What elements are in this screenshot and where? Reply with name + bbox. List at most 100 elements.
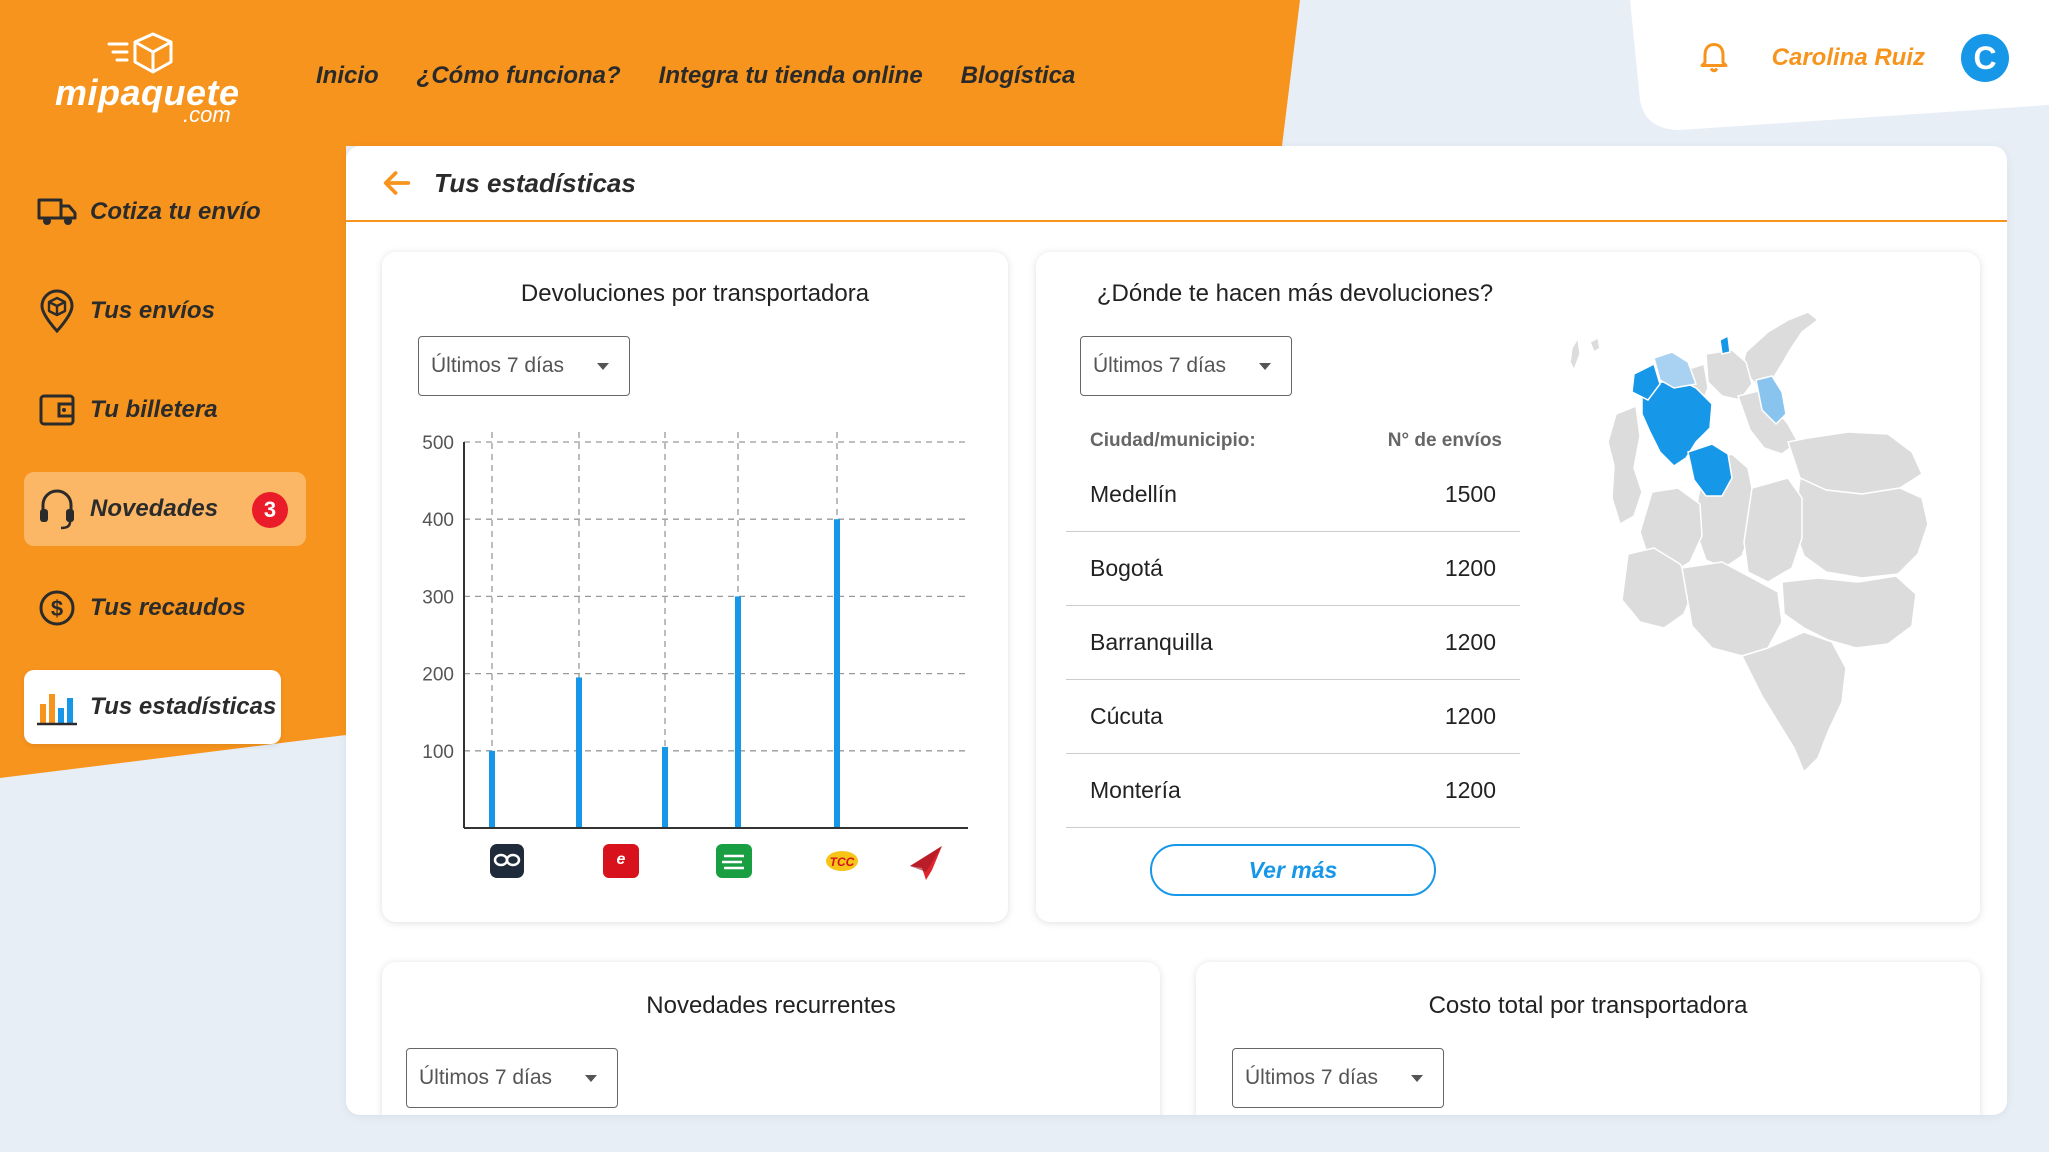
- carrier-logo-tcc-icon: TCC: [826, 851, 858, 871]
- panel-title: Devoluciones por transportadora: [520, 280, 870, 307]
- sidebar-item-novedades[interactable]: Novedades 3: [24, 472, 306, 546]
- sidebar: Cotiza tu envío Tus envíos Tu billetera …: [24, 175, 306, 769]
- map-region-cundinamarca: [1687, 443, 1733, 497]
- colombia-map: [1569, 311, 1929, 773]
- top-nav: Inicio ¿Cómo funciona? Integra tu tienda…: [316, 62, 1075, 90]
- city-name: Medellín: [1090, 481, 1177, 507]
- wallet-icon: [36, 389, 78, 431]
- city-count: 1200: [1444, 777, 1496, 803]
- y-tick-label: 500: [422, 433, 454, 454]
- map-region-choco: [1607, 405, 1643, 525]
- avatar[interactable]: C: [1961, 34, 2009, 82]
- back-arrow-icon[interactable]: [380, 166, 414, 200]
- y-tick-label: 300: [422, 587, 454, 608]
- bar-servientrega[interactable]: [489, 750, 495, 828]
- y-tick-label: 200: [422, 665, 454, 686]
- bell-icon[interactable]: [1696, 40, 1732, 76]
- bar-paquetería[interactable]: [834, 519, 840, 828]
- period-select[interactable]: Últimos 7 días: [418, 336, 630, 396]
- table-row: Barranquilla 1200: [1066, 606, 1520, 680]
- user-area: Carolina Ruiz C: [1696, 34, 2009, 82]
- column-header-count: N° de envíos: [1387, 430, 1502, 451]
- map-region-caqueta: [1681, 561, 1783, 657]
- user-name[interactable]: Carolina Ruiz: [1771, 44, 1925, 71]
- sidebar-item-label: Novedades: [90, 495, 219, 522]
- dollar-circle-icon: $: [36, 587, 78, 629]
- bar-chart-icon: [36, 686, 78, 728]
- bar-coordinadora[interactable]: [662, 746, 668, 828]
- sidebar-item-billetera[interactable]: Tu billetera: [24, 373, 306, 447]
- carrier-logo-coordinadora-icon: [716, 844, 752, 878]
- map-region-meta: [1743, 477, 1803, 583]
- sidebar-item-envios[interactable]: Tus envíos: [24, 274, 306, 348]
- period-select-value: Últimos 7 días: [431, 354, 565, 377]
- panel-donde: ¿Dónde te hacen más devoluciones? Último…: [1036, 252, 1980, 922]
- headset-icon: [36, 488, 78, 530]
- carrier-logo-plane-icon: [910, 846, 942, 880]
- ver-mas-button[interactable]: Ver más: [1150, 844, 1436, 896]
- map-region-san-andres: [1569, 337, 1581, 371]
- map-region-norte-santander: [1755, 375, 1787, 426]
- brand-logo[interactable]: mipaquete .com: [55, 30, 255, 130]
- panel-costo: Costo total por transportadora Últimos 7…: [1196, 962, 1980, 1115]
- truck-icon: [36, 191, 78, 233]
- map-region-cordoba: [1631, 362, 1661, 401]
- city-count: 1500: [1444, 481, 1496, 507]
- y-tick-label: 100: [422, 742, 454, 763]
- column-header-city: Ciudad/municipio:: [1090, 430, 1256, 451]
- map-region-antioquia: [1641, 377, 1713, 467]
- nav-como-funciona[interactable]: ¿Cómo funciona?: [416, 62, 621, 89]
- package-pin-icon: [36, 289, 78, 333]
- map-region-magdalena: [1705, 349, 1753, 401]
- nav-integra-tienda[interactable]: Integra tu tienda online: [658, 62, 923, 89]
- panel-title: Costo total por transportadora: [1428, 992, 1748, 1019]
- sidebar-item-recaudos[interactable]: $ Tus recaudos: [24, 571, 306, 645]
- period-select[interactable]: Últimos 7 días: [1080, 336, 1292, 396]
- city-count: 1200: [1444, 629, 1496, 655]
- chevron-down-icon: [585, 1075, 597, 1082]
- nav-inicio[interactable]: Inicio: [316, 62, 379, 89]
- map-region-vichada: [1793, 477, 1929, 579]
- city-name: Montería: [1090, 777, 1181, 803]
- map-region-sucre: [1653, 351, 1698, 389]
- panel-title: ¿Dónde te hacen más devoluciones?: [1096, 280, 1494, 307]
- map-region-providencia: [1589, 337, 1601, 353]
- map-region-guajira: [1741, 311, 1819, 391]
- sidebar-item-cotiza[interactable]: Cotiza tu envío: [24, 175, 306, 249]
- city-name: Cúcuta: [1090, 703, 1163, 729]
- panel-novedades: Novedades recurrentes Últimos 7 días: [382, 962, 1160, 1115]
- nav-blogistica[interactable]: Blogística: [960, 62, 1076, 89]
- map-region-guainia: [1781, 575, 1917, 649]
- period-select-value: Últimos 7 días: [1093, 354, 1227, 377]
- panel-devoluciones: Devoluciones por transportadora Últimos …: [382, 252, 1008, 922]
- bar-tcc[interactable]: [735, 596, 741, 828]
- svg-text:TCC: TCC: [830, 855, 855, 869]
- carrier-logo-servientrega-icon: [490, 844, 524, 878]
- sidebar-item-label: Tus envíos: [90, 297, 215, 324]
- notification-badge: 3: [252, 492, 288, 528]
- bar-envia[interactable]: [576, 677, 582, 828]
- table-row: Montería 1200: [1066, 754, 1520, 828]
- page-header: Tus estadísticas: [346, 146, 2007, 222]
- svg-text:$: $: [51, 596, 63, 621]
- panel-title: Novedades recurrentes: [646, 992, 896, 1019]
- chevron-down-icon: [1411, 1075, 1423, 1082]
- table-row: Bogotá 1200: [1066, 532, 1520, 606]
- period-select-value: Últimos 7 días: [1245, 1066, 1379, 1089]
- sidebar-item-estadisticas[interactable]: Tus estadísticas: [24, 670, 281, 744]
- y-tick-label: 400: [422, 510, 454, 531]
- city-name: Bogotá: [1090, 555, 1163, 581]
- map-region-amazonas: [1741, 631, 1847, 773]
- period-select[interactable]: Últimos 7 días: [406, 1048, 618, 1108]
- sidebar-item-label: Cotiza tu envío: [90, 198, 261, 225]
- map-region-barranquilla: [1719, 334, 1731, 355]
- chevron-down-icon: [597, 363, 609, 370]
- city-count: 1200: [1444, 703, 1496, 729]
- page-title: Tus estadísticas: [434, 167, 636, 198]
- sidebar-item-label: Tus estadísticas: [90, 693, 277, 720]
- main-content: Tus estadísticas Devoluciones por transp…: [346, 146, 2007, 1115]
- period-select[interactable]: Últimos 7 días: [1232, 1048, 1444, 1108]
- table-row: Medellín 1500: [1066, 458, 1520, 532]
- period-select-value: Últimos 7 días: [419, 1066, 553, 1089]
